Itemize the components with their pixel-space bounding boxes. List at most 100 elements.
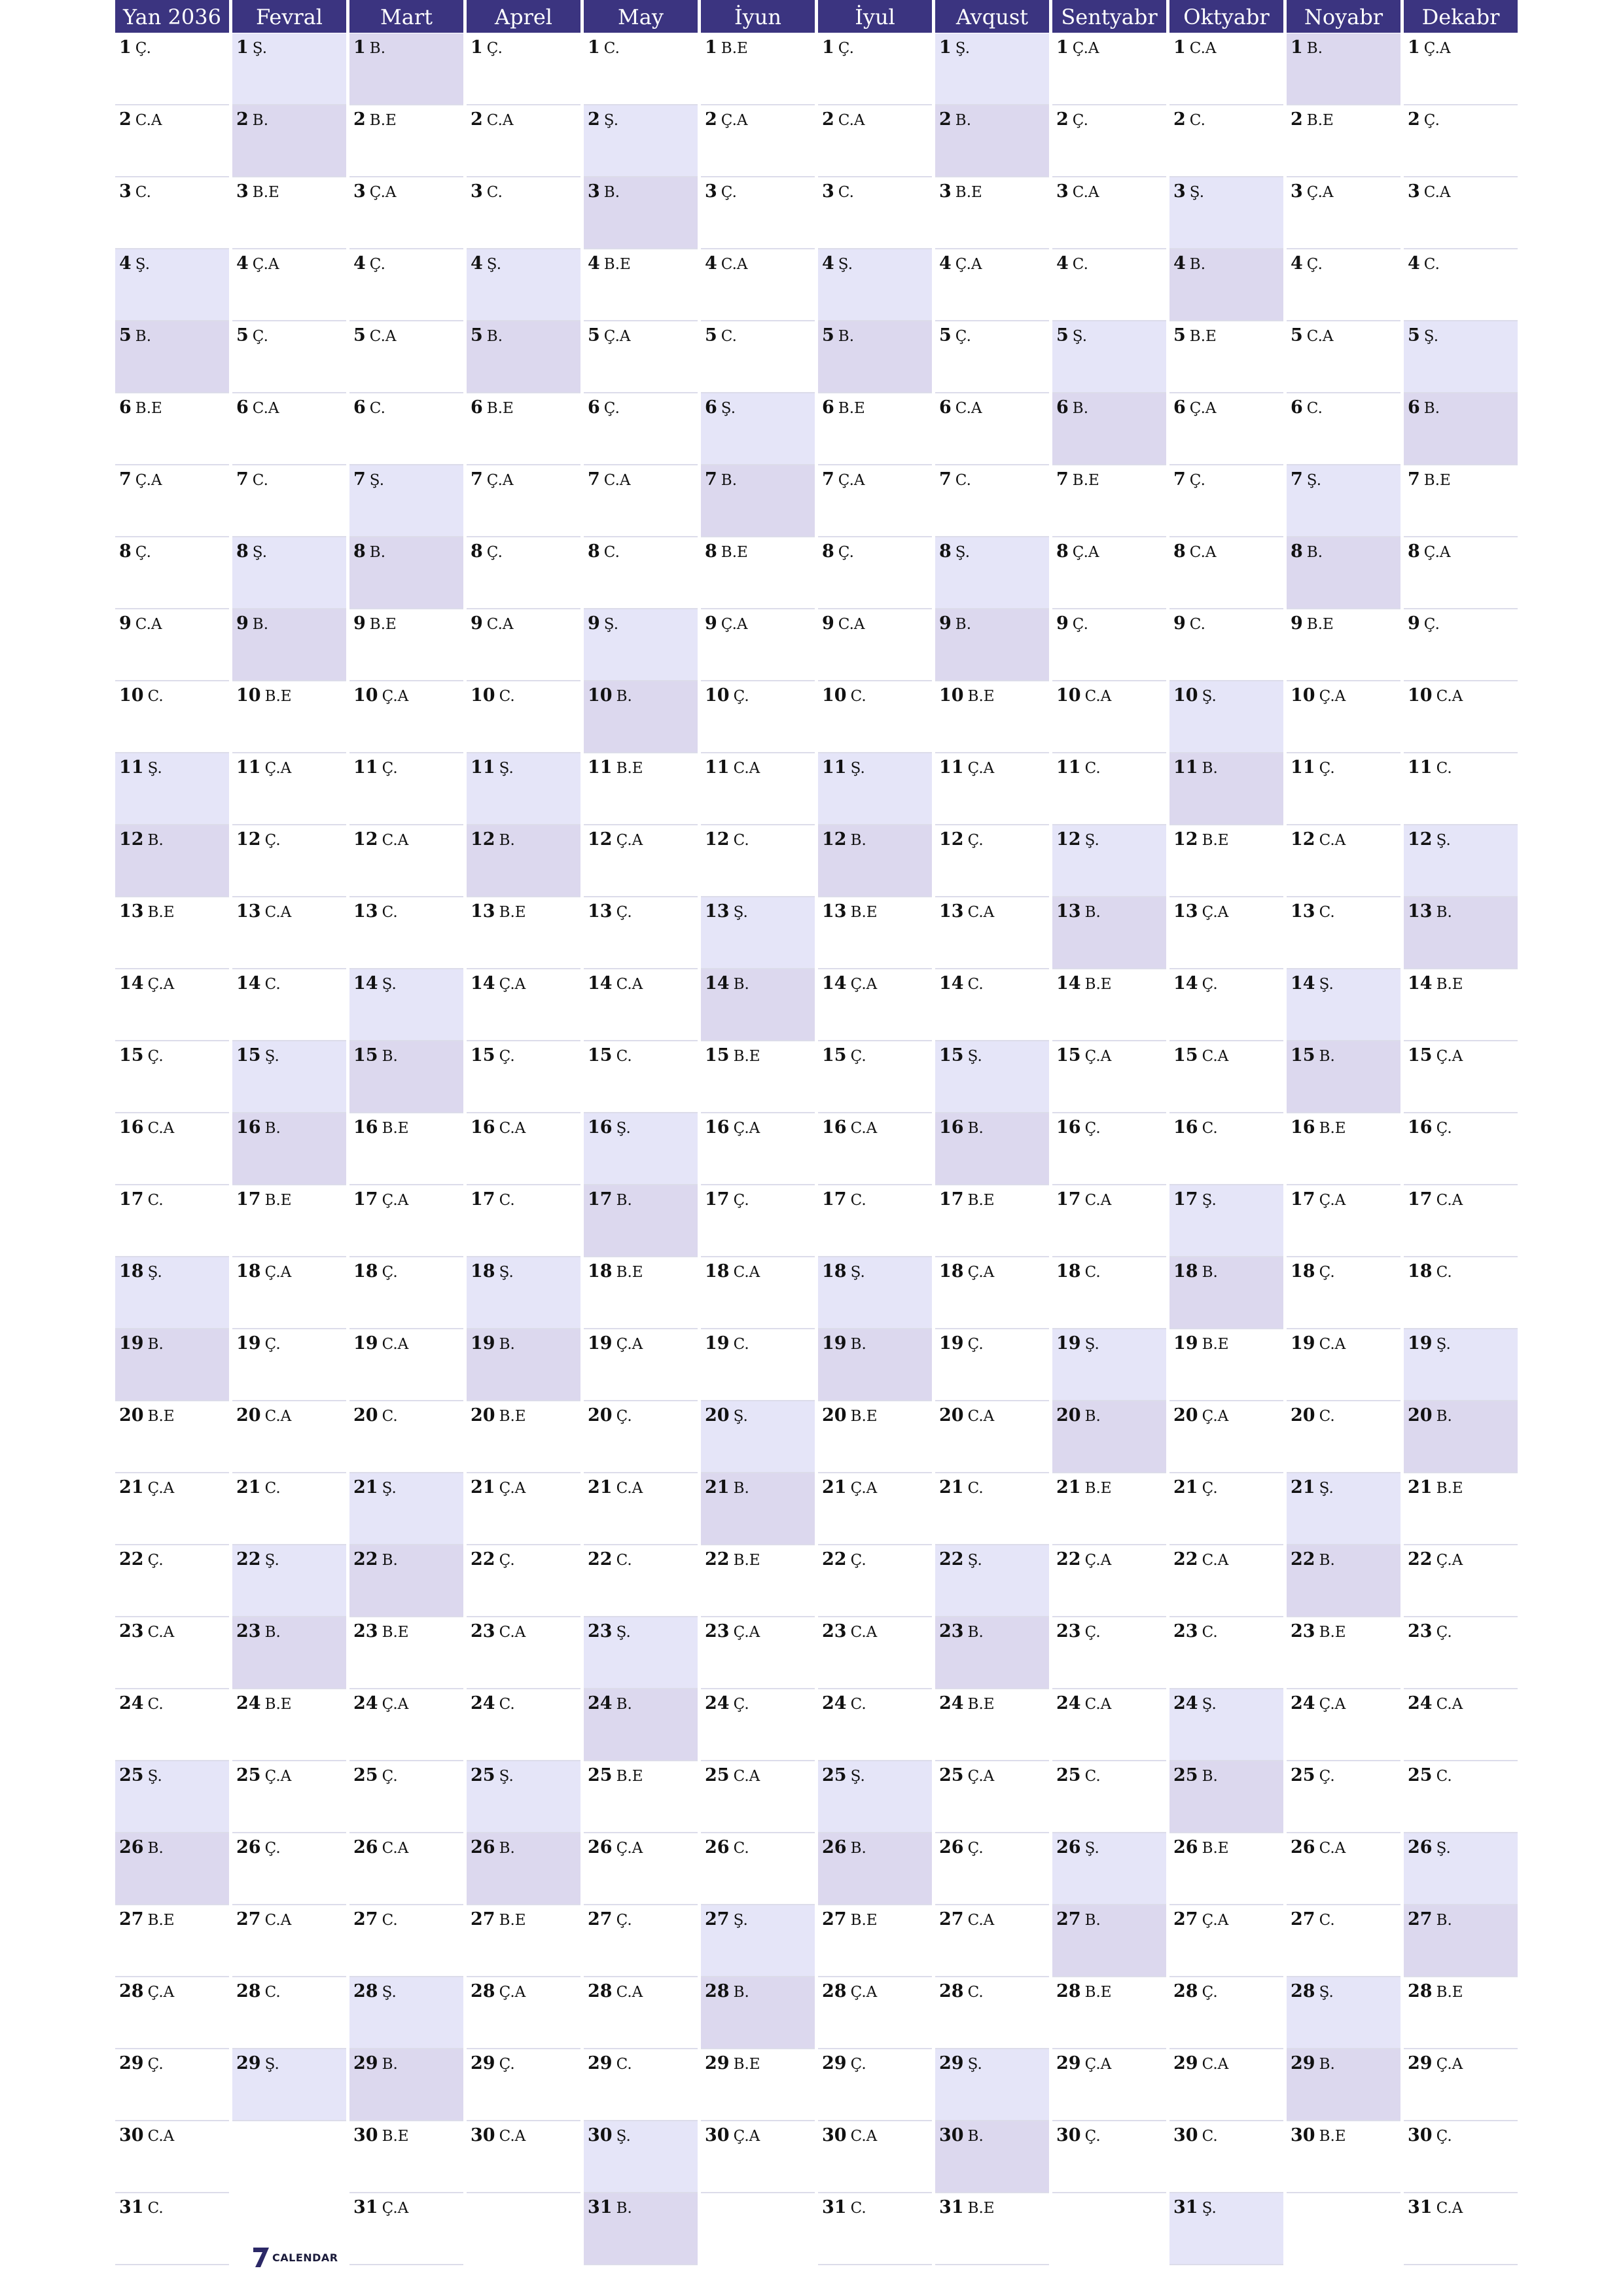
day-number: 7 (939, 469, 952, 490)
day-number: 24 (939, 1693, 964, 1713)
day-number: 16 (1408, 1117, 1433, 1138)
day-cell: 13 C. (1287, 897, 1400, 969)
day-number: 22 (119, 1549, 144, 1570)
day-cell: 19 C. (701, 1329, 815, 1401)
day-cell: 26 Ç. (232, 1833, 346, 1905)
day-number: 17 (1173, 1189, 1198, 1210)
day-cell: 23 B. (935, 1617, 1049, 1689)
day-number: 4 (1173, 253, 1186, 274)
day-cell: 14 B.E (1404, 969, 1518, 1041)
day-cell: 31 C. (115, 2193, 229, 2265)
day-label: 22 B. (1291, 1549, 1335, 1570)
weekday-abbr: B. (838, 328, 855, 345)
day-cell: 24 B.E (935, 1689, 1049, 1761)
day-label: 27 B.E (822, 1909, 878, 1929)
day-number: 14 (236, 973, 261, 994)
day-cell: 20 Ş. (701, 1401, 815, 1473)
day-number: 21 (1056, 1477, 1081, 1498)
day-number: 27 (822, 1909, 847, 1929)
weekday-abbr: B.E (1319, 1120, 1346, 1137)
day-label: 5 Ç.A (588, 325, 631, 346)
day-label: 27 C.A (939, 1909, 994, 1929)
day-label: 2 B.E (353, 109, 397, 130)
day-number: 30 (705, 2125, 730, 2145)
day-label: 19 B. (471, 1333, 515, 1354)
day-label: 27 Ç.A (1173, 1909, 1228, 1929)
weekday-abbr: B.E (733, 2056, 760, 2073)
day-number: 11 (939, 757, 964, 778)
day-number: 20 (822, 1405, 847, 1426)
day-label: 6 Ç.A (1173, 397, 1217, 418)
weekday-abbr: B. (499, 832, 515, 849)
day-cell: 21 Ç.A (818, 1473, 932, 1545)
day-number: 13 (1408, 901, 1433, 922)
weekday-abbr: C.A (135, 112, 162, 129)
day-cell: 19 Ç. (935, 1329, 1049, 1401)
day-number: 13 (822, 901, 847, 922)
weekday-abbr: C. (967, 1480, 984, 1497)
day-cell: 7 B. (701, 465, 815, 537)
day-cell: 11 Ç. (1287, 753, 1400, 825)
weekday-abbr: C.A (1202, 1552, 1229, 1569)
weekday-abbr: Ç. (369, 256, 385, 273)
weekday-abbr: Ç.A (486, 472, 514, 489)
day-label: 29 Ç. (471, 2053, 515, 2073)
day-number: 5 (1173, 325, 1186, 346)
weekday-abbr: Ş. (1436, 832, 1451, 849)
weekday-abbr: B.E (967, 2200, 995, 2217)
day-number: 27 (236, 1909, 261, 1929)
day-number: 17 (471, 1189, 495, 1210)
day-number: 17 (822, 1189, 847, 1210)
day-cell: 5 Ç.A (584, 321, 698, 393)
weekday-abbr: B. (147, 1840, 164, 1857)
day-label: 25 Ş. (471, 1765, 514, 1785)
day-number: 3 (236, 181, 249, 202)
weekday-abbr: Ç.A (1202, 1408, 1229, 1425)
day-label: 22 Ş. (939, 1549, 982, 1570)
day-number: 26 (1291, 1837, 1315, 1857)
day-label: 14 C. (939, 973, 984, 994)
weekday-abbr: C.A (955, 400, 982, 417)
weekday-abbr: Ş. (850, 760, 865, 777)
day-number: 1 (1408, 37, 1420, 58)
day-cell: 9 C.A (818, 609, 932, 681)
day-cell: 14 C.A (584, 969, 698, 1041)
day-number: 15 (822, 1045, 847, 1066)
weekday-abbr: C. (147, 688, 164, 705)
day-label: 30 C.A (119, 2125, 174, 2145)
day-label: 15 C.A (1173, 1045, 1228, 1066)
weekday-abbr: B. (499, 1840, 515, 1857)
day-number: 1 (471, 37, 483, 58)
day-cell: 1 Ç. (818, 33, 932, 105)
day-cell: 5 B. (467, 321, 580, 393)
weekday-abbr: C.A (1189, 544, 1217, 561)
day-number: 12 (471, 829, 495, 850)
day-number: 15 (1408, 1045, 1433, 1066)
day-number: 31 (1408, 2197, 1433, 2217)
day-cell: 13 B.E (115, 897, 229, 969)
day-label: 12 B. (119, 829, 164, 850)
day-label: 24 B.E (939, 1693, 995, 1713)
day-number: 18 (119, 1261, 144, 1282)
day-cell: 14 Ş. (349, 969, 463, 1041)
day-cell: 11 Ş. (818, 753, 932, 825)
day-cell: 11 B. (1169, 753, 1283, 825)
weekday-abbr: C.A (1202, 2056, 1229, 2073)
day-label: 25 C. (1056, 1765, 1101, 1785)
day-number: 19 (822, 1333, 847, 1354)
day-cell: 31 Ç.A (349, 2193, 463, 2265)
day-cell: 6 B.E (818, 393, 932, 465)
weekday-abbr: B.E (499, 1912, 526, 1929)
weekday-abbr: Ç. (1072, 112, 1088, 129)
day-number: 9 (588, 613, 600, 634)
day-cell: 5 B.E (1169, 321, 1283, 393)
day-number: 13 (705, 901, 730, 922)
day-label: 20 Ş. (705, 1405, 748, 1426)
weekday-abbr: Ç.A (1202, 1912, 1229, 1929)
day-cell: 24 B.E (232, 1689, 346, 1761)
weekday-abbr: B.E (1306, 616, 1334, 633)
day-label: 24 C. (822, 1693, 866, 1713)
weekday-abbr: C. (967, 976, 984, 993)
weekday-abbr: B.E (264, 1696, 292, 1713)
weekday-abbr: B. (733, 1984, 749, 2001)
